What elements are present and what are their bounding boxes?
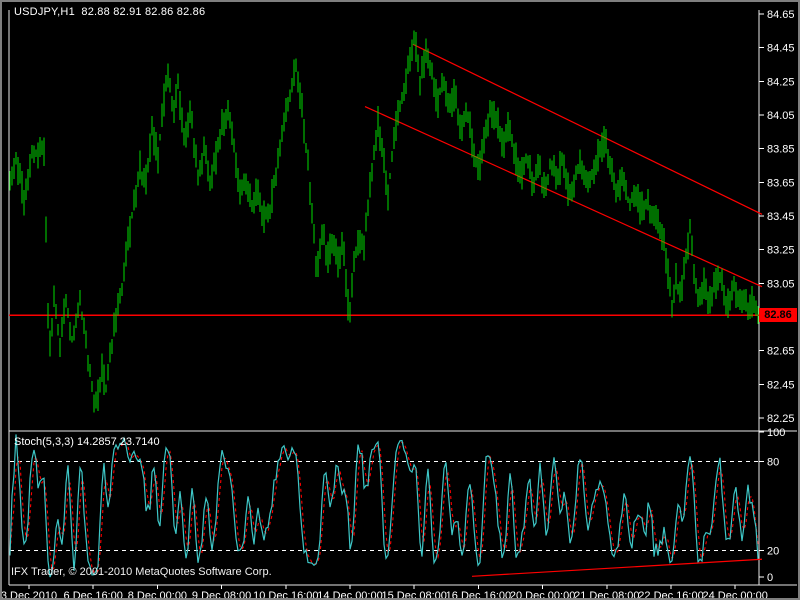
time-axis-label: 20 Dec 00:00	[510, 590, 575, 600]
price-axis-label: 83.45	[767, 211, 795, 223]
stoch-axis-label: 0	[767, 572, 773, 584]
stoch-axis-label: 80	[767, 457, 779, 469]
channel-upper-trendline[interactable]	[412, 43, 763, 215]
time-axis-label: 6 Dec 16:00	[64, 590, 123, 600]
price-axis-label: 82.65	[767, 346, 795, 358]
candlesticks	[9, 30, 759, 413]
price-axis-label: 84.45	[767, 43, 795, 55]
time-axis-label: 24 Dec 00:00	[702, 590, 767, 600]
price-axis-label: 82.25	[767, 413, 795, 425]
price-axis-label: 84.25	[767, 76, 795, 88]
time-axis-label: 14 Dec 00:00	[317, 590, 382, 600]
stoch-axis-label: 20	[767, 545, 779, 557]
price-axis-label: 84.05	[767, 110, 795, 122]
stoch-trendline[interactable]	[471, 558, 763, 577]
stoch-main-line	[9, 434, 759, 578]
time-axis-label: 9 Dec 08:00	[192, 590, 251, 600]
price-axis-label: 83.25	[767, 245, 795, 257]
time-axis-label: 10 Dec 16:00	[253, 590, 318, 600]
time-axis-label: 8 Dec 00:00	[128, 590, 187, 600]
price-axis-label: 83.65	[767, 177, 795, 189]
time-axis-label: 21 Dec 08:00	[574, 590, 639, 600]
time-axis-label: 15 Dec 08:00	[381, 590, 446, 600]
time-axis-label: 3 Dec 2010	[2, 590, 57, 600]
time-axis-label: 16 Dec 16:00	[446, 590, 511, 600]
symbol-ohlc-label: USDJPY,H1 82.88 82.91 82.86 82.86	[14, 6, 206, 18]
copyright-label: IFX Trader, © 2001-2010 MetaQuotes Softw…	[11, 566, 272, 578]
time-axis-label: 22 Dec 16:00	[638, 590, 703, 600]
price-axis-label: 83.05	[767, 278, 795, 290]
price-axis-label: 82.45	[767, 379, 795, 391]
price-axis-label: 84.65	[767, 9, 795, 21]
stoch-axis-label: 100	[767, 427, 785, 439]
price-axis-label: 83.85	[767, 144, 795, 156]
channel-lower-trendline[interactable]	[364, 106, 763, 288]
current-price-tag: 82.86	[759, 308, 797, 322]
indicator-label: Stoch(5,3,3) 14.2857 23.7140	[14, 436, 160, 448]
